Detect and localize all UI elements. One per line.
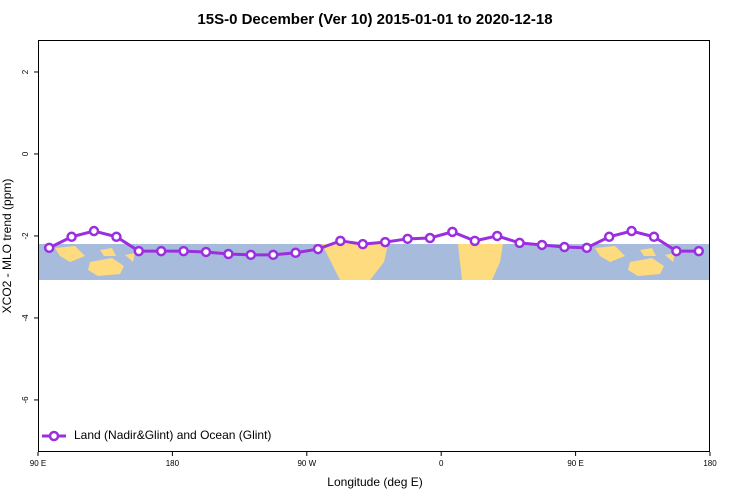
y-tick-label: 2	[21, 69, 30, 74]
point	[66, 231, 77, 243]
point	[290, 247, 301, 259]
point	[514, 237, 525, 249]
x-tick-label: 180	[703, 459, 717, 468]
x-tick-label: 0	[439, 459, 444, 468]
point	[648, 231, 660, 243]
point	[223, 248, 234, 260]
point	[335, 235, 346, 247]
point	[200, 246, 212, 258]
legend-label: Land (Nadir&Glint) and Ocean (Glint)	[74, 428, 271, 442]
point	[312, 243, 324, 255]
chart-title: 15S-0 December (Ver 10) 2015-01-01 to 20…	[197, 11, 552, 28]
y-tick-label: -6	[21, 396, 30, 404]
point	[379, 236, 391, 248]
land	[322, 244, 388, 280]
point	[133, 245, 145, 257]
x-axis-label: Longitude (deg E)	[327, 475, 422, 489]
point	[155, 245, 167, 257]
legend-marker	[48, 430, 60, 442]
y-tick-label: 0	[21, 151, 30, 156]
x-tick-label: 90 E	[30, 459, 46, 468]
point	[491, 230, 503, 242]
point	[447, 226, 458, 238]
y-tick-label: -4	[21, 314, 30, 322]
point	[581, 242, 593, 254]
point	[88, 225, 100, 237]
point	[626, 225, 637, 237]
y-tick-label: -2	[21, 232, 30, 240]
point	[178, 245, 189, 257]
point	[603, 231, 615, 243]
point	[43, 242, 55, 254]
point	[267, 249, 279, 261]
point	[469, 235, 481, 247]
point	[693, 245, 705, 257]
x-tick-label: 180	[166, 459, 180, 468]
point	[402, 233, 413, 245]
x-tick-label: 90 E	[567, 459, 583, 468]
point	[357, 238, 369, 250]
point	[671, 245, 682, 257]
point	[559, 241, 570, 253]
x-tick-label: 90 W	[297, 459, 316, 468]
point	[424, 232, 436, 244]
plot-frame	[38, 40, 710, 452]
point	[536, 239, 548, 251]
land	[595, 246, 675, 276]
land	[458, 244, 503, 280]
land	[55, 246, 135, 276]
map-background	[39, 244, 709, 280]
point	[245, 249, 257, 261]
point	[111, 231, 122, 243]
y-axis-label: XCO2 - MLO trend (ppm)	[0, 179, 14, 314]
